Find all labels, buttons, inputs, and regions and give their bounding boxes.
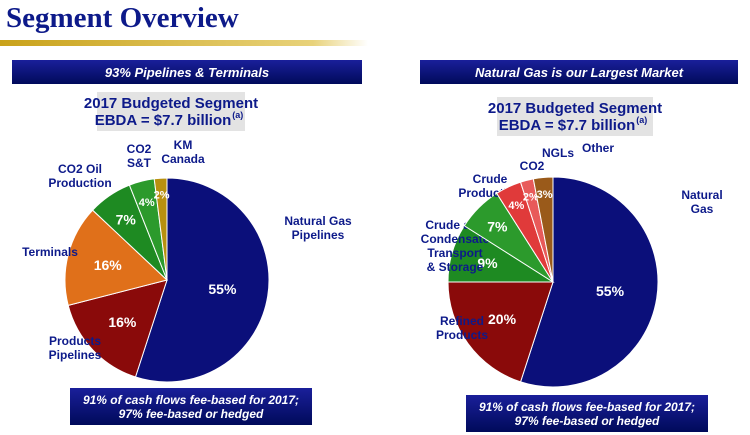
- category-label: Products Pipelines: [49, 334, 102, 362]
- subtitle: EBDA = $7.7 billion: [95, 112, 232, 129]
- value-label: 16%: [94, 257, 123, 273]
- chart-title: 93% Pipelines & Terminals: [105, 65, 269, 80]
- value-label: 3%: [537, 189, 553, 201]
- value-label: 2%: [523, 192, 539, 204]
- category-label: Natural Gas: [681, 188, 722, 216]
- value-label: 4%: [508, 200, 524, 212]
- chart-title: Natural Gas is our Largest Market: [475, 65, 684, 80]
- value-label: 2%: [154, 189, 170, 201]
- value-label: 55%: [596, 283, 625, 299]
- subtitle-note: (a): [636, 115, 647, 125]
- subtitle-box: [497, 97, 653, 136]
- category-label: CO2 S&T: [127, 142, 152, 170]
- value-label: 16%: [108, 314, 137, 330]
- pie-slice: [64, 209, 169, 306]
- subtitle: 2017 Budgeted Segment: [84, 95, 258, 112]
- banner: [12, 60, 362, 84]
- pie-slice: [153, 177, 168, 281]
- value-label: 20%: [488, 311, 517, 327]
- value-label: 7%: [116, 211, 137, 227]
- value-label: 4%: [139, 197, 155, 209]
- category-label: Natural Gas Pipelines: [284, 214, 352, 242]
- page-title: Segment Overview: [6, 2, 239, 34]
- category-label: NGLs: [542, 146, 574, 160]
- value-label: 55%: [208, 281, 237, 297]
- subtitle: EBDA = $7.7 billion: [499, 117, 636, 134]
- subtitle: 2017 Budgeted Segment: [488, 100, 662, 117]
- title-rule: [0, 40, 368, 46]
- category-label: CO2 Oil Production: [48, 162, 111, 190]
- pie-slice: [532, 176, 554, 283]
- banner: [420, 60, 738, 84]
- annotation: 91% of cash flows fee-based for 2017; 97%…: [479, 400, 695, 428]
- pie-slice: [134, 177, 270, 383]
- category-label: Terminals: [22, 245, 78, 259]
- annotation-box: [70, 388, 312, 425]
- value-label: 7%: [487, 218, 508, 234]
- pie-slice: [67, 279, 168, 378]
- pie-slice: [519, 176, 659, 388]
- category-label: KM Canada: [161, 138, 205, 166]
- pie-slice: [447, 281, 554, 383]
- category-label: Other: [582, 141, 614, 155]
- subtitle-note: (a): [232, 110, 243, 120]
- value-label: 9%: [477, 255, 498, 271]
- category-label: CO2: [520, 159, 545, 173]
- category-label: Refined Products: [436, 314, 488, 342]
- annotation-box: [466, 395, 708, 432]
- subtitle-box: [97, 92, 245, 131]
- annotation: 91% of cash flows fee-based for 2017; 97%…: [83, 393, 299, 421]
